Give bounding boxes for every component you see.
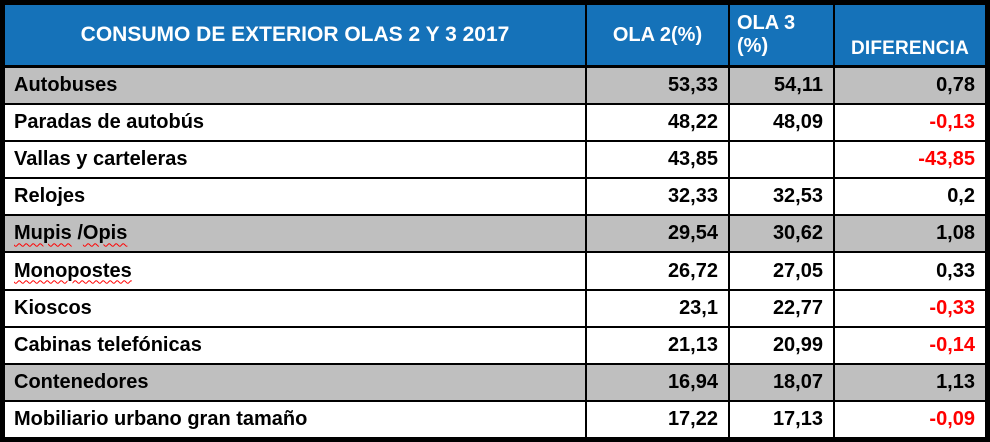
ola2-value: 17,22	[587, 401, 730, 437]
spellcheck-underlined-word: Mupis	[14, 222, 72, 245]
table-row: Mupis / Opis 29,54 30,62 1,08	[5, 216, 985, 254]
diferencia-value: -0,09	[929, 407, 975, 430]
table-title: CONSUMO DE EXTERIOR OLAS 2 Y 3 2017	[5, 5, 587, 65]
ola3-value: 48,09	[730, 105, 835, 141]
table-row: Monopostes 26,72 27,05 0,33	[5, 253, 985, 291]
diferencia-value: 1,08	[936, 222, 975, 245]
table-header-row: CONSUMO DE EXTERIOR OLAS 2 Y 3 2017 OLA …	[5, 5, 985, 68]
row-label: Cabinas telefónicas	[5, 327, 587, 363]
col-header-ola3: OLA 3 (%)	[730, 5, 835, 65]
diferencia-value: 0,33	[936, 259, 975, 282]
ola2-value: 48,22	[587, 105, 730, 141]
table-row: Relojes 32,33 32,53 0,2	[5, 179, 985, 217]
row-label: Contenedores	[5, 364, 587, 400]
row-label: Autobuses	[5, 68, 587, 104]
row-label: Mobiliario urbano gran tamaño	[5, 401, 587, 437]
table-row: Paradas de autobús 48,22 48,09 -0,13	[5, 105, 985, 143]
ola2-value: 43,85	[587, 142, 730, 178]
ola3-value: 22,77	[730, 290, 835, 326]
table-row: Kioscos 23,1 22,77 -0,33	[5, 290, 985, 328]
diferencia-value: -43,85	[918, 148, 975, 171]
table-row: Mobiliario urbano gran tamaño 17,22 17,1…	[5, 401, 985, 437]
spellcheck-underlined-word: Opis	[82, 222, 128, 245]
ola2-value: 26,72	[587, 253, 730, 289]
ola2-value: 29,54	[587, 216, 730, 252]
ola3-value: 30,62	[730, 216, 835, 252]
col-header-ola2: OLA 2(%)	[587, 5, 730, 65]
ola3-value: 54,11	[730, 68, 835, 104]
diferencia-value: -0,13	[929, 111, 975, 134]
row-label: Relojes	[5, 179, 587, 215]
ola2-value: 23,1	[587, 290, 730, 326]
row-label: Kioscos	[5, 290, 587, 326]
diferencia-value: -0,33	[929, 296, 975, 319]
diferencia-value: -0,14	[929, 333, 975, 356]
ola3-value: 27,05	[730, 253, 835, 289]
ola2-value: 32,33	[587, 179, 730, 215]
ola3-value: 32,53	[730, 179, 835, 215]
spellcheck-underlined-word: Monopostes	[14, 259, 132, 282]
diferencia-value: 0,78	[936, 74, 975, 97]
table-row: Contenedores 16,94 18,07 1,13	[5, 364, 985, 402]
table-row: Autobuses 53,33 54,11 0,78	[5, 68, 985, 106]
ola2-value: 53,33	[587, 68, 730, 104]
ola2-value: 21,13	[587, 327, 730, 363]
ola3-value-empty	[730, 142, 835, 178]
col-header-ola3-line1: OLA 3	[737, 12, 796, 34]
row-label: Vallas y carteleras	[5, 142, 587, 178]
table-row: Cabinas telefónicas 21,13 20,99 -0,14	[5, 327, 985, 365]
ola2-value: 16,94	[587, 364, 730, 400]
row-label: Mupis / Opis	[5, 216, 587, 252]
row-label: Monopostes	[5, 253, 587, 289]
table-row: Vallas y carteleras 43,85 -43,85	[5, 142, 985, 180]
row-label: Paradas de autobús	[5, 105, 587, 141]
col-header-diferencia: DIFERENCIA	[850, 38, 970, 59]
ola3-value: 20,99	[730, 327, 835, 363]
diferencia-value: 0,2	[947, 185, 975, 208]
diferencia-value: 1,13	[936, 370, 975, 393]
col-header-ola3-line2: (%)	[737, 35, 769, 57]
ola3-value: 17,13	[730, 401, 835, 437]
ola3-value: 18,07	[730, 364, 835, 400]
